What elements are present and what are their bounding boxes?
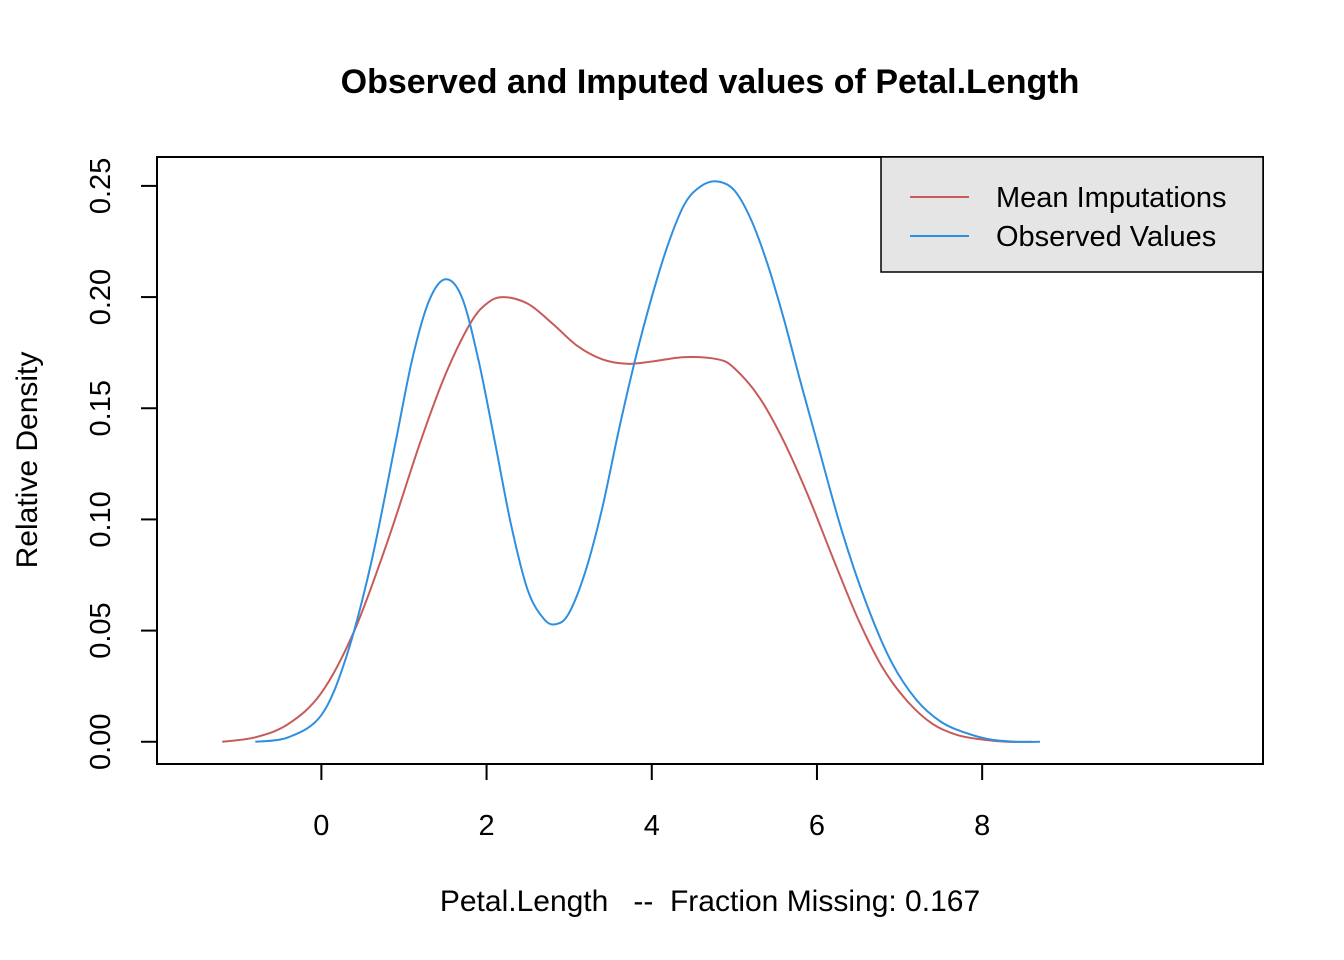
y-tick-label: 0.10 bbox=[85, 491, 117, 547]
x-tick-label: 8 bbox=[974, 810, 990, 842]
x-tick-label: 0 bbox=[313, 810, 329, 842]
x-tick-label: 4 bbox=[644, 810, 660, 842]
y-tick-label: 0.05 bbox=[85, 602, 117, 658]
y-tick-label: 0.20 bbox=[85, 269, 117, 325]
legend-label-observed-values: Observed Values bbox=[996, 221, 1216, 253]
y-tick-label: 0.25 bbox=[85, 158, 117, 214]
x-axis-label: Petal.Length -- Fraction Missing: 0.167 bbox=[440, 885, 980, 918]
legend-label-mean-imputations: Mean Imputations bbox=[996, 182, 1227, 214]
x-tick-label: 2 bbox=[478, 810, 494, 842]
y-tick-label: 0.15 bbox=[85, 380, 117, 436]
y-axis: 0.00 0.05 0.10 0.15 0.20 0.25 bbox=[85, 158, 158, 770]
series-line-mean-imputations bbox=[222, 296, 1032, 743]
chart-title: Observed and Imputed values of Petal.Len… bbox=[341, 63, 1080, 101]
legend: Mean Imputations Observed Values bbox=[880, 156, 1264, 273]
series-line-observed-values bbox=[255, 180, 1040, 743]
legend-box bbox=[880, 156, 1264, 273]
x-axis: 0 2 4 6 8 bbox=[313, 763, 990, 842]
y-tick-label: 0.00 bbox=[85, 714, 117, 770]
y-axis-label: Relative Density bbox=[11, 352, 44, 569]
series-layer bbox=[222, 180, 1040, 743]
x-tick-label: 6 bbox=[809, 810, 825, 842]
